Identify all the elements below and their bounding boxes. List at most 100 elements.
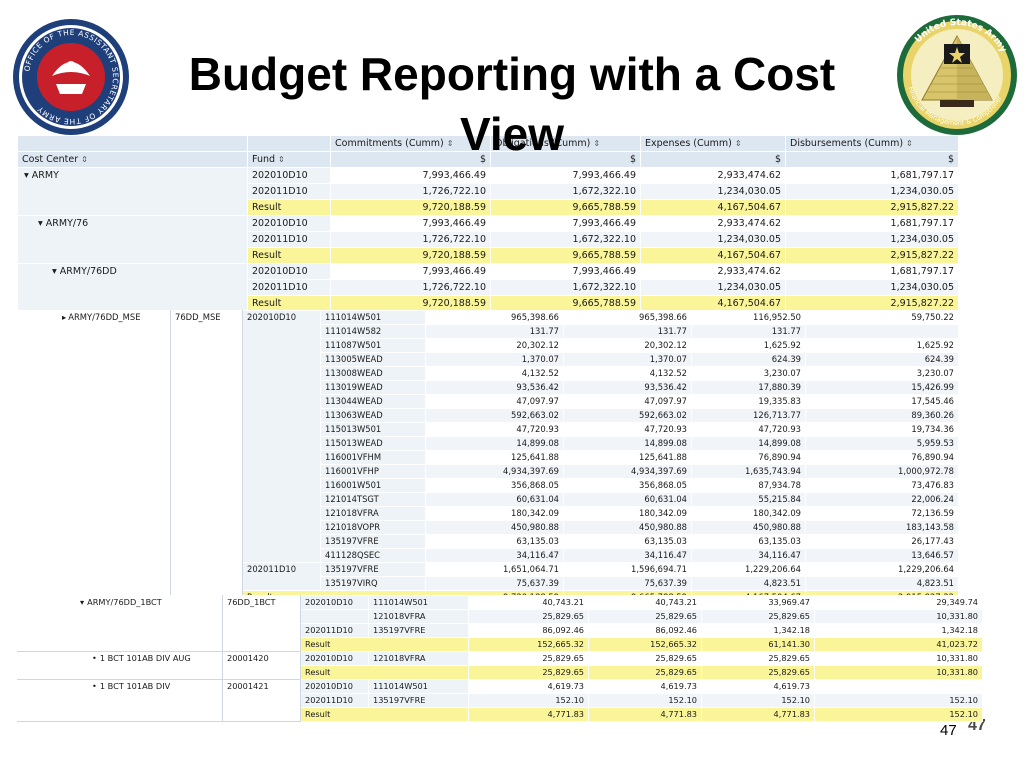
expand-toggle-icon[interactable]: ▾ <box>52 266 57 277</box>
obligations-value: 60,631.04 <box>563 492 692 507</box>
sort-icon[interactable]: ⇕ <box>81 155 88 164</box>
commitments-value: 450,980.88 <box>425 520 564 535</box>
obligations-value: 4,771.83 <box>588 707 702 722</box>
disbursements-value: 1,234,030.05 <box>785 279 959 296</box>
sort-icon[interactable]: ⇕ <box>593 139 601 148</box>
result-row: Result 4,771.83 4,771.83 4,771.83 152.10 <box>18 707 983 722</box>
expenses-value: 116,952.50 <box>691 310 806 325</box>
unit-label: $ <box>640 151 786 168</box>
obligations-value: 4,934,397.69 <box>563 464 692 479</box>
page-number: 47 <box>940 722 957 739</box>
cost-center-node[interactable]: • 1 BCT 101AB DIV <box>17 679 223 722</box>
cost-center-label: ARMY/76DD <box>59 266 117 277</box>
cost-center-node[interactable]: ▾ ARMY <box>17 167 248 216</box>
header-disbursements[interactable]: Disbursements (Cumm) ⇕ <box>785 135 959 152</box>
item-cell: 111087W501 <box>320 338 426 353</box>
header-obligations-label: Obligations (Cumm) <box>495 138 591 149</box>
cost-center-node[interactable]: ▾ ARMY/76 <box>17 215 248 264</box>
sort-icon[interactable]: ⇕ <box>278 155 285 164</box>
header-commitments-label: Commitments (Cumm) <box>335 138 444 149</box>
expenses-value: 47,720.93 <box>691 422 806 437</box>
cost-center-node[interactable]: ▾ ARMY/76DD <box>17 263 248 312</box>
disbursements-value: 89,360.26 <box>805 408 959 423</box>
obligations-value: 34,116.47 <box>563 548 692 563</box>
cost-center-node[interactable]: ▾ ARMY/76DD_1BCT <box>17 595 223 652</box>
fund-cell: 202011D10 <box>247 231 331 248</box>
mse-detail-table: ▸ ARMY/76DD_MSE 76DD_MSE 202010D10 111014W50… <box>17 310 959 605</box>
item-cell: 111014W582 <box>320 324 426 339</box>
disbursements-value: 29,349.74 <box>814 595 983 610</box>
item-row: 113005WEAD 1,370.07 1,370.07 624.39 624.39 <box>18 352 959 367</box>
item-row: ▾ ARMY/76DD_1BCT 76DD_1BCT 202010D10 111014W… <box>17 595 983 652</box>
item-row: 113008WEAD 4,132.52 4,132.52 3,230.07 3,230.… <box>18 366 959 381</box>
bullet-icon: • <box>92 681 97 691</box>
disbursements-value: 1,234,030.05 <box>785 231 959 248</box>
commitments-value: 1,726,722.10 <box>330 183 491 200</box>
disbursements-value: 10,331.80 <box>814 665 983 680</box>
obligations-value: 9,665,788.59 <box>490 199 641 216</box>
disbursements-value: 624.39 <box>805 352 959 367</box>
slide-title-line1: Budget Reporting with a Cost <box>188 48 836 100</box>
item-row: 113063WEAD 592,663.02 592,663.02 126,713.77… <box>18 408 959 423</box>
expenses-value: 4,619.73 <box>701 679 815 694</box>
cost-center-code: 76DD_1BCT <box>222 595 301 652</box>
sort-icon[interactable]: ⇕ <box>906 139 913 148</box>
expand-toggle-icon[interactable]: ▸ <box>62 312 67 322</box>
expand-toggle-icon[interactable]: ▾ <box>38 218 43 229</box>
commitments-value: 4,619.73 <box>468 679 589 694</box>
expand-toggle-icon[interactable]: ▾ <box>24 170 29 181</box>
cost-center-code: 76DD_MSE <box>170 310 243 605</box>
obligations-value: 25,829.65 <box>588 651 702 666</box>
item-cell: 121018VFRA <box>368 609 469 624</box>
disbursements-value: 22,006.24 <box>805 492 959 507</box>
item-row: 121014TSGT 60,631.04 60,631.04 55,215.84 22,… <box>18 492 959 507</box>
sort-icon[interactable]: ⇕ <box>446 139 454 148</box>
expenses-value: 55,215.84 <box>691 492 806 507</box>
item-cell: 116001VFHM <box>320 450 426 465</box>
sort-icon[interactable]: ⇕ <box>734 139 742 148</box>
fund-cell: 202011D10 <box>247 279 331 296</box>
disbursements-value: 10,331.80 <box>814 609 983 624</box>
commitments-value: 1,651,064.71 <box>425 562 564 577</box>
expenses-value: 1,635,743.94 <box>691 464 806 479</box>
fund-cell <box>300 609 369 624</box>
item-cell: 113063WEAD <box>320 408 426 423</box>
item-row: 202011D10 135197VFRE 86,092.46 86,092.46 1,3… <box>18 623 983 638</box>
fund-row: ▾ ARMY/76DD 202010D10 7,993,466.49 7,993,466… <box>17 263 959 312</box>
fund-cell: 202010D10 <box>247 215 331 232</box>
commitments-value: 86,092.46 <box>468 623 589 638</box>
cost-center-label: ARMY/76DD_1BCT <box>87 597 162 607</box>
fund-row: ▾ ARMY/76 202010D10 7,993,466.49 7,993,466.4… <box>17 215 959 264</box>
expenses-value: 1,229,206.64 <box>691 562 806 577</box>
obligations-value: 86,092.46 <box>588 623 702 638</box>
item-row: 115013W501 47,720.93 47,720.93 47,720.93 19,… <box>18 422 959 437</box>
expenses-value: 87,934.78 <box>691 478 806 493</box>
cost-center-node[interactable]: • 1 BCT 101AB DIV AUG <box>17 651 223 680</box>
cost-view-summary-table: Commitments (Cumm) ⇕ Obligations (Cumm) ⇕ … <box>17 135 959 312</box>
expenses-value: 63,135.03 <box>691 534 806 549</box>
expenses-value: 1,234,030.05 <box>640 279 786 296</box>
item-row: • 1 BCT 101AB DIV 20001421 202010D10 111014W… <box>17 679 983 722</box>
commitments-value: 40,743.21 <box>468 595 589 610</box>
commitments-value: 47,097.97 <box>425 394 564 409</box>
obligations-value: 20,302.12 <box>563 338 692 353</box>
disbursements-value: 19,734.36 <box>805 422 959 437</box>
expand-toggle-icon[interactable]: ▾ <box>80 597 85 607</box>
header-cost-center[interactable]: Cost Center ⇕ <box>17 151 248 168</box>
header-obligations[interactable]: Obligations (Cumm) ⇕ <box>490 135 641 152</box>
disbursements-value: 1,681,797.17 <box>785 215 959 232</box>
unit-label: $ <box>330 151 491 168</box>
item-cell: 111014W501 <box>368 595 469 610</box>
commitments-value: 4,934,397.69 <box>425 464 564 479</box>
expenses-value: 3,230.07 <box>691 366 806 381</box>
expenses-value: 1,625.92 <box>691 338 806 353</box>
fund-cell: 202011D10 <box>242 562 321 591</box>
cost-center-node[interactable]: ▸ ARMY/76DD_MSE <box>17 310 171 605</box>
obligations-value: 1,672,322.10 <box>490 231 641 248</box>
obligations-value: 47,720.93 <box>563 422 692 437</box>
obligations-value: 1,672,322.10 <box>490 279 641 296</box>
disbursements-value: 72,136.59 <box>805 506 959 521</box>
commitments-value: 1,726,722.10 <box>330 231 491 248</box>
header-spacer <box>17 135 248 152</box>
